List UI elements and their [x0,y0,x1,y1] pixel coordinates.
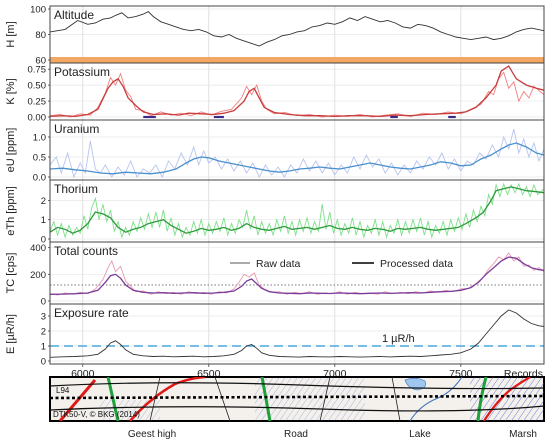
thorium-processed-line [50,186,544,234]
uranium-raw-line [50,128,544,179]
map-strip: L94 DTK50-V, © BKG (2014) Geest high Roa… [49,376,545,440]
uranium-title: Uranium [54,122,99,136]
potassium-ytick-1: 0.50 [28,81,47,92]
potassium-ylabel: K [%] [5,78,17,104]
map-field-line-1 [149,377,161,421]
altitude-processed-line [50,11,544,47]
thorium-ytick-0: 2 [41,196,46,207]
panel-total_counts: 400 200 0 TC [cps] Total counts [5,241,545,308]
panel-potassium: 0.75 0.50 0.25 0.00 K [%] Potassium [5,62,545,124]
exposure_rate-ylabel: E [µR/h] [5,314,17,354]
panel-uranium: 1.0 0.5 0.0 eU [ppm] Uranium [5,119,545,184]
exposure_rate-ytick-0: 3 [41,312,46,323]
uranium-ytick-2: 0.0 [33,173,46,184]
exposure_rate-title: Exposure rate [54,306,129,320]
altitude-title: Altitude [54,8,94,22]
potassium-raw-line [50,71,544,118]
map-road-label: L94 [56,386,70,395]
exposure_rate-ytick-3: 0 [41,357,46,368]
thorium-title: Thorium [54,182,98,196]
map-road-red-left [58,379,97,421]
map-field-line-4 [391,377,401,421]
altitude-ytick-0: 100 [30,5,46,16]
uranium-processed-line [50,142,544,175]
potassium-frame [49,62,545,121]
altitude-reference-band [50,57,544,63]
potassium-ytick-2: 0.25 [28,97,47,108]
potassium-processed-line [50,65,544,118]
map-road-red-mid [129,377,206,421]
total_counts-frame [49,241,545,305]
panel-exposure_rate: 1 µR/h 3 2 1 0 E [µR/h] Exposure rate [5,303,545,368]
legend-processed-label: Processed data [380,258,453,270]
exposure_rate-frame [49,303,545,365]
map-contour-2 [50,405,544,412]
total_counts-ytick-0: 400 [30,243,46,254]
uranium-ytick-0: 1.0 [33,133,46,144]
panel-altitude: 100 80 60 H [m] Altitude [5,5,545,67]
thorium-ytick-2: 0 [41,235,46,246]
thorium-raw-line [50,182,544,239]
uranium-ylabel: eU [ppm] [5,128,17,173]
total_counts-processed-line [50,256,544,295]
landmark-lake: Lake [409,429,431,440]
map-road-red-right [483,377,531,421]
total_counts-title: Total counts [54,244,118,258]
exposure_rate-ytick-2: 1 [41,342,46,353]
exposure_rate-processed-line [50,309,544,358]
landmark-marsh: Marsh [509,429,537,440]
map-river [409,377,463,421]
landmark-geest-high: Geest high [128,429,176,440]
legend-raw-label: Raw data [256,258,301,270]
exposure-reference-label: 1 µR/h [382,333,415,345]
map-contour-1 [50,382,544,390]
potassium-title: Potassium [54,65,110,79]
potassium-ytick-0: 0.75 [28,65,47,76]
map-content [50,377,544,421]
thorium-ylabel: eTh [ppm] [5,186,17,236]
altitude-ytick-2: 60 [35,56,46,67]
panel-thorium: 2 1 0 eTh [ppm] Thorium [5,179,545,246]
total_counts-ylabel: TC [cps] [5,253,17,294]
potassium-ytick-3: 0.00 [28,113,47,124]
map-lake [404,377,426,391]
uranium-ytick-1: 0.5 [33,153,46,164]
total_counts-ytick-1: 200 [30,270,46,281]
map-green-right [476,377,488,421]
map-field-line-2 [214,377,231,421]
landmark-road: Road [284,429,308,440]
map-credit: DTK50-V, © BKG (2014) [53,410,140,419]
uranium-frame [49,119,545,181]
exposure_rate-ytick-1: 2 [41,327,46,338]
thorium-ytick-1: 1 [41,215,46,226]
altitude-ylabel: H [m] [5,21,17,47]
total_counts-ytick-2: 0 [41,297,46,308]
map-field-line-3 [319,377,331,421]
thorium-frame [49,179,545,243]
legend: Raw data Processed data [230,258,453,270]
altitude-ytick-1: 80 [35,30,46,41]
